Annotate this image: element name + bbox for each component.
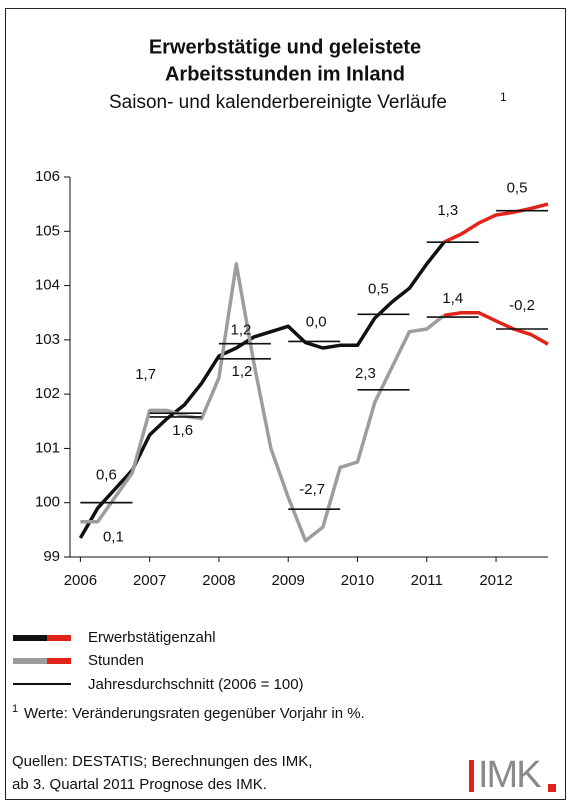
chart-subtitle: Saison- und kalenderbereinigte Verläufe [109, 92, 447, 113]
logo-dot [548, 784, 556, 792]
x-tick-label: 2008 [202, 572, 235, 589]
change-rate-label: 0,1 [103, 529, 124, 546]
x-tick-label: 2009 [272, 572, 305, 589]
legend-label: Erwerbstätigenzahl [88, 629, 216, 646]
change-rate-label: 0,0 [306, 313, 327, 330]
change-rate-label: 0,5 [368, 280, 389, 297]
change-rate-label: -0,2 [509, 297, 535, 314]
x-tick-label: 2007 [133, 572, 166, 589]
change-rate-label: 0,6 [96, 467, 117, 484]
chart-title: Erwerbstätige und geleistete [149, 36, 421, 58]
change-rate-label: 1,2 [231, 363, 252, 380]
series-line [443, 310, 549, 346]
series-line [443, 202, 549, 244]
y-tick-label: 104 [35, 277, 60, 294]
y-tick-label: 101 [35, 439, 60, 456]
change-rate-label: -2,7 [299, 481, 325, 498]
footnote: Werte: Veränderungsraten gegenüber Vorja… [24, 705, 365, 722]
change-rate-label: 2,3 [355, 365, 376, 382]
x-tick-label: 2011 [411, 572, 443, 589]
subtitle-note: 1 [500, 90, 507, 104]
y-tick-label: 103 [35, 331, 60, 348]
y-tick-label: 100 [35, 494, 60, 511]
y-tick-label: 102 [35, 385, 60, 402]
change-rate-label: 1,4 [442, 290, 463, 307]
footnote-marker: 1 [12, 703, 18, 715]
logo-bar [469, 760, 474, 792]
frame [5, 8, 566, 800]
x-tick-label: 2012 [479, 572, 512, 589]
change-rate-label: 1,6 [172, 422, 193, 439]
y-tick-label: 106 [35, 168, 60, 185]
series-line [80, 262, 446, 543]
logo: IMK [478, 754, 541, 796]
x-tick-label: 2010 [341, 572, 374, 589]
source: ab 3. Quartal 2011 Prognose des IMK. [12, 776, 267, 793]
chart-title: Arbeitsstunden im Inland [165, 63, 405, 85]
source: Quellen: DESTATIS; Berechnungen des IMK, [12, 753, 312, 770]
x-tick-label: 2006 [64, 572, 97, 589]
change-rate-label: 1,3 [437, 202, 458, 219]
series-line [78, 241, 446, 539]
change-rate-label: 1,7 [135, 366, 156, 383]
change-rate-label: 0,5 [507, 180, 528, 197]
y-tick-label: 105 [35, 222, 60, 239]
change-rate-label: 1,2 [230, 322, 251, 339]
legend-label: Jahresdurchschnitt (2006 = 100) [88, 676, 304, 693]
legend-label: Stunden [88, 652, 144, 669]
y-tick-label: 99 [43, 548, 60, 565]
